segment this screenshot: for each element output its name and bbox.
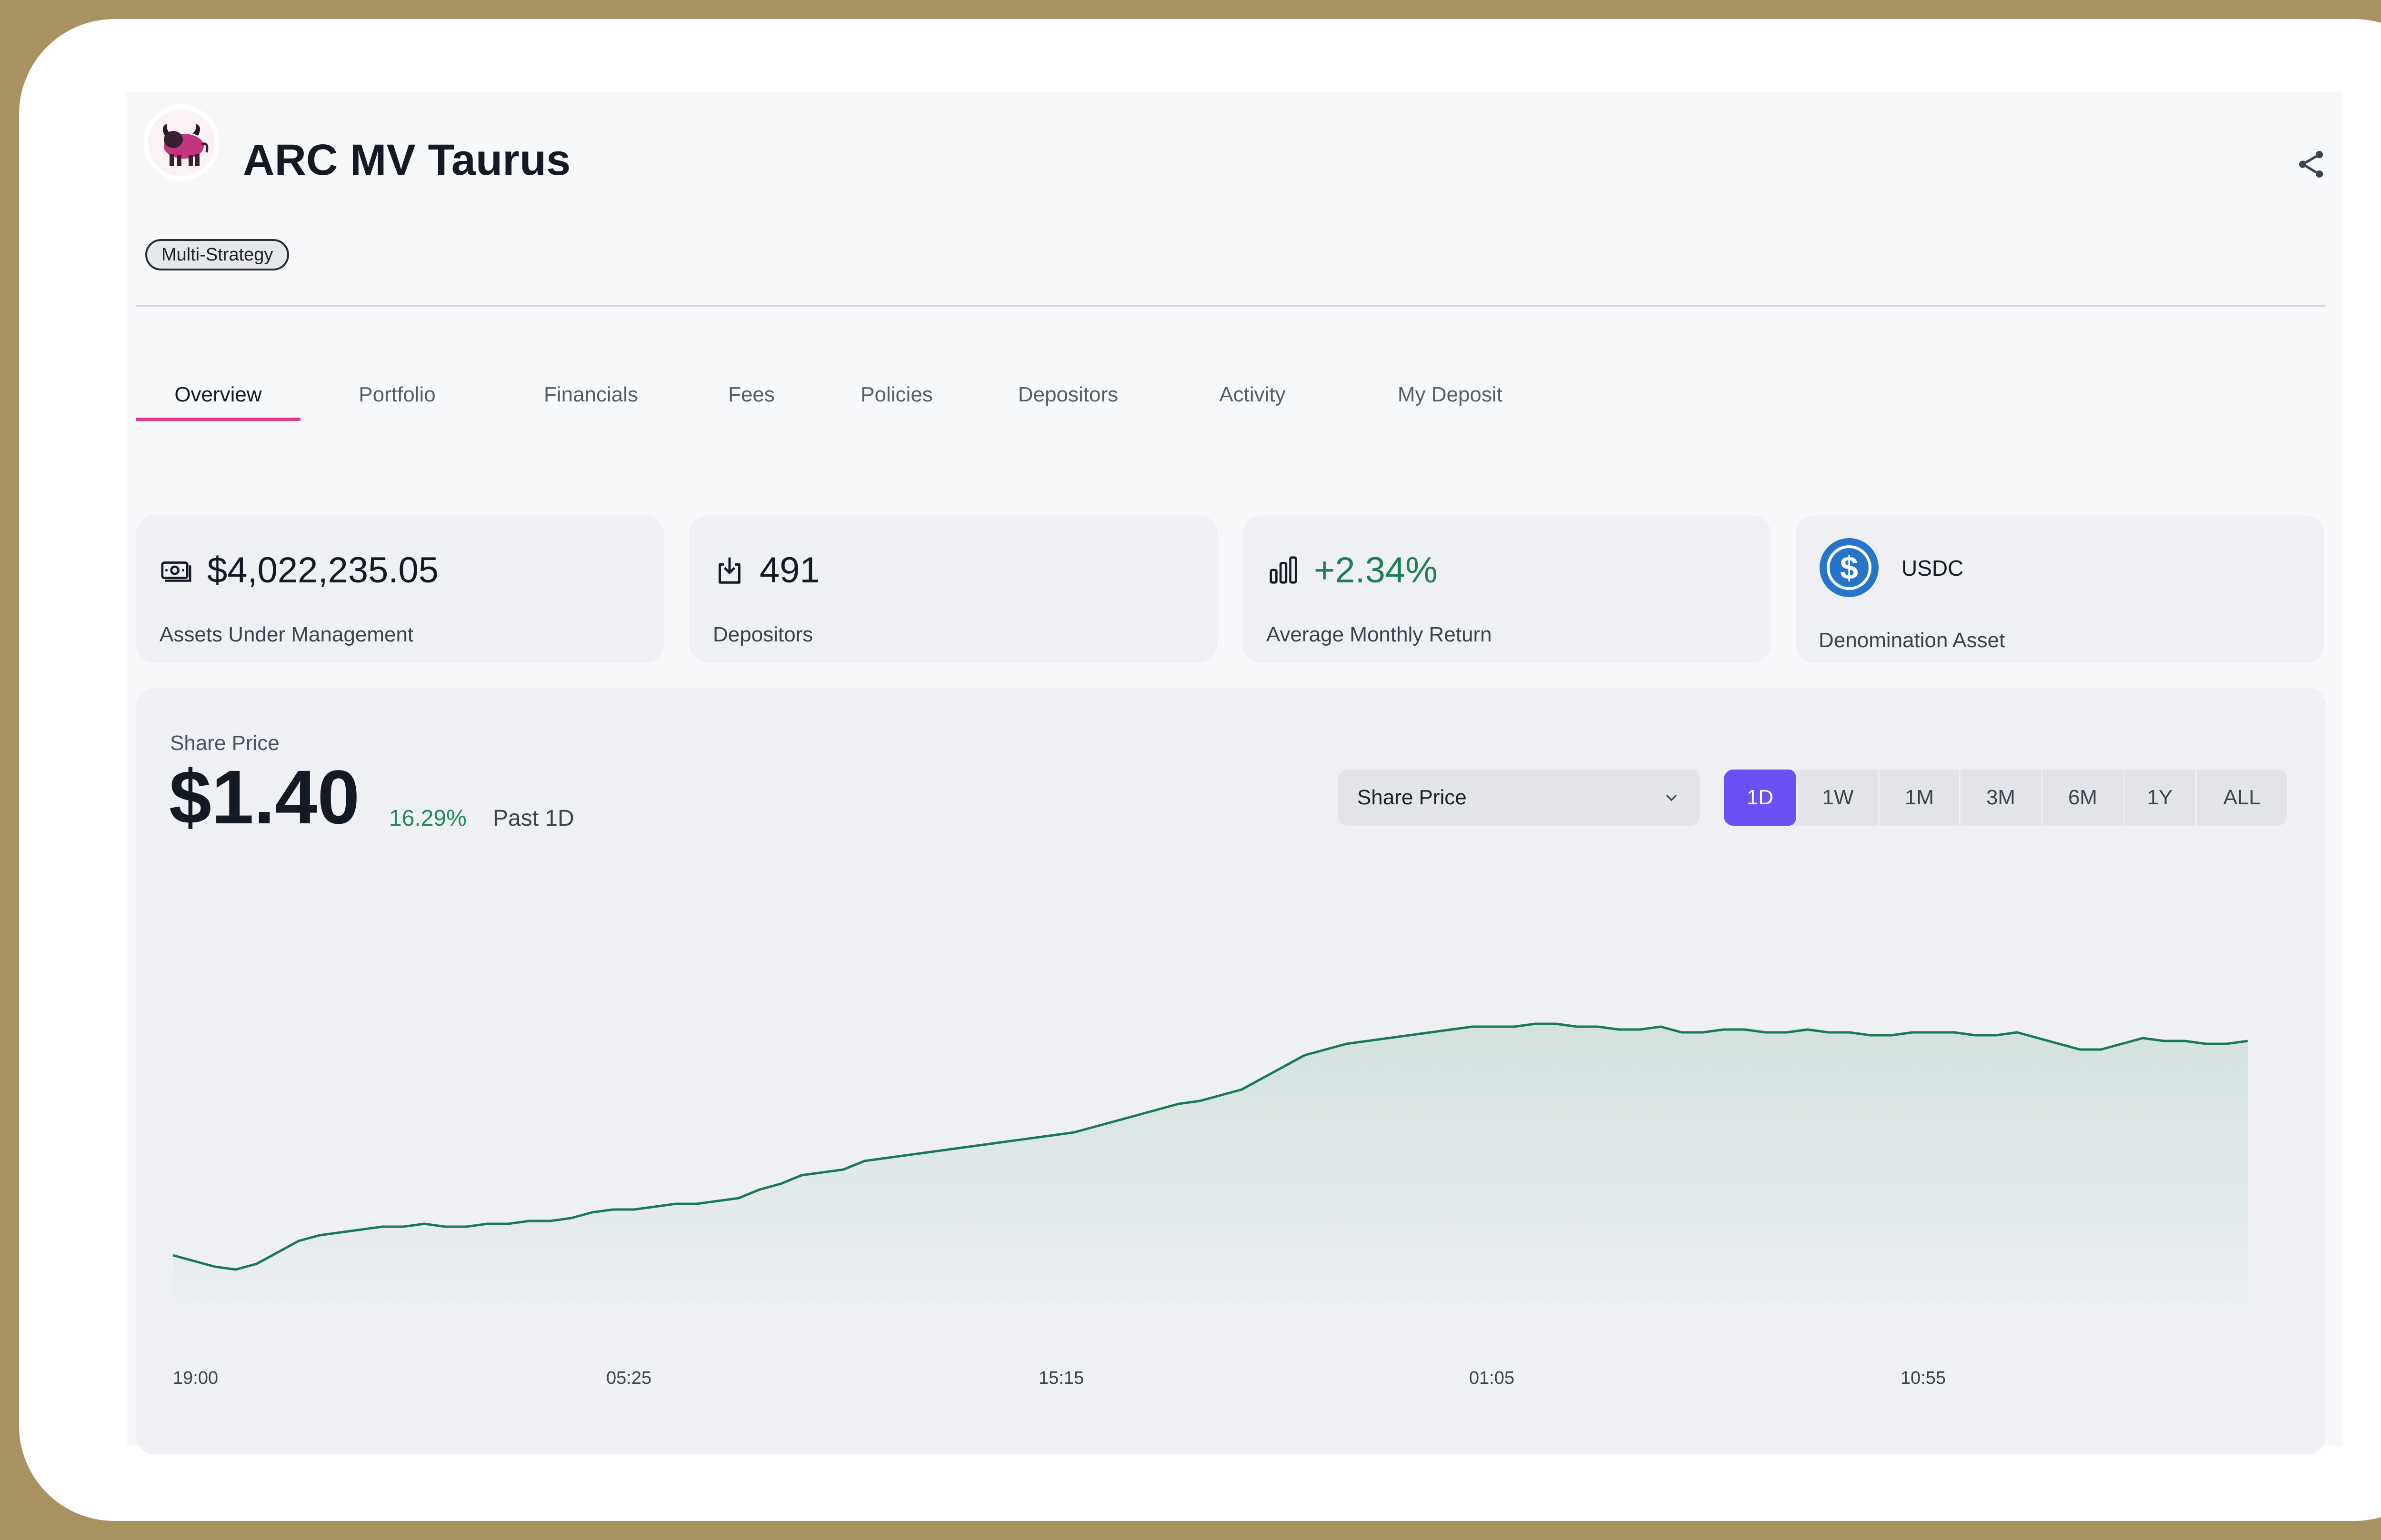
range-6m[interactable]: 6M	[2042, 770, 2124, 826]
return-value: +2.34%	[1314, 550, 1438, 590]
metric-select[interactable]: Share Price	[1338, 770, 1700, 826]
denomination-label: Denomination Asset	[1819, 629, 2005, 652]
tab-bar: Overview Portfolio Financials Fees Polic…	[136, 369, 1755, 421]
x-tick-label: 01:05	[1469, 1368, 1514, 1388]
tab-my-deposit[interactable]: My Deposit	[1397, 383, 1503, 406]
vault-title: ARC MV Taurus	[243, 136, 571, 184]
chevron-down-icon	[1666, 794, 1677, 801]
header-divider	[136, 305, 2326, 307]
share-price-period: Past 1D	[493, 806, 574, 831]
aum-value: $4,022,235.05	[207, 550, 439, 590]
range-1d[interactable]: 1D	[1724, 770, 1798, 826]
bull-logo-icon	[143, 105, 220, 181]
aum-label: Assets Under Management	[160, 623, 414, 646]
share-price-line	[172, 1022, 2248, 1271]
usdc-icon: $	[1820, 538, 1879, 597]
metric-select-value: Share Price	[1357, 786, 1467, 809]
bar-chart-icon	[1270, 556, 1297, 584]
denomination-card: $ USDC Denomination Asset	[1796, 515, 2324, 663]
share-price-change: 16.29%	[389, 806, 467, 831]
range-3m[interactable]: 3M	[1961, 770, 2042, 826]
depositors-label: Depositors	[713, 623, 813, 646]
depositors-card: 491 Depositors	[689, 515, 1218, 663]
share-price-chart: 19:00 05:25 15:15 01:05 10:55	[172, 1022, 2248, 1388]
tab-fees[interactable]: Fees	[728, 383, 775, 406]
deposit-icon	[719, 557, 740, 584]
range-1w[interactable]: 1W	[1798, 770, 1880, 826]
denomination-value: USDC	[1901, 556, 1964, 580]
tab-portfolio[interactable]: Portfolio	[359, 383, 436, 406]
strategy-tag: Multi-Strategy	[145, 239, 290, 270]
return-card: +2.34% Average Monthly Return	[1242, 515, 1771, 663]
share-price-value: $1.40	[169, 754, 360, 840]
share-icon	[2299, 151, 2323, 178]
x-tick-label: 19:00	[173, 1368, 218, 1388]
x-axis-ticks: 19:00 05:25 15:15 01:05 10:55	[173, 1368, 1946, 1388]
x-tick-label: 15:15	[1039, 1368, 1084, 1388]
x-tick-label: 10:55	[1901, 1368, 1946, 1388]
tab-activity[interactable]: Activity	[1219, 383, 1286, 406]
share-price-label: Share Price	[170, 731, 280, 755]
depositors-value: 491	[760, 550, 820, 590]
share-price-panel: 19:00 05:25 15:15 01:05 10:55 Share Price $1…	[136, 688, 2326, 1454]
x-tick-label: 05:25	[606, 1368, 651, 1388]
tab-overview[interactable]: Overview	[136, 369, 300, 421]
svg-text:$: $	[1840, 550, 1858, 586]
app-frame: ARC MV Taurus Multi-Strategy Overview Po…	[19, 19, 2381, 1521]
tab-policies[interactable]: Policies	[860, 383, 933, 406]
range-selector: 1D 1W 1M 3M 6M 1Y ALL	[1724, 770, 2287, 826]
range-1y[interactable]: 1Y	[2124, 770, 2197, 826]
share-button[interactable]	[2291, 144, 2331, 185]
share-price-area	[173, 1024, 2248, 1302]
range-all[interactable]: ALL	[2223, 786, 2261, 809]
money-icon	[161, 561, 191, 582]
tab-depositors[interactable]: Depositors	[1018, 383, 1119, 406]
return-label: Average Monthly Return	[1266, 623, 1492, 646]
aum-card: $4,022,235.05 Assets Under Management	[136, 515, 664, 663]
range-1m[interactable]: 1M	[1880, 770, 1961, 826]
vault-page: ARC MV Taurus Multi-Strategy Overview Po…	[126, 92, 2342, 1454]
tab-financials[interactable]: Financials	[543, 383, 639, 406]
